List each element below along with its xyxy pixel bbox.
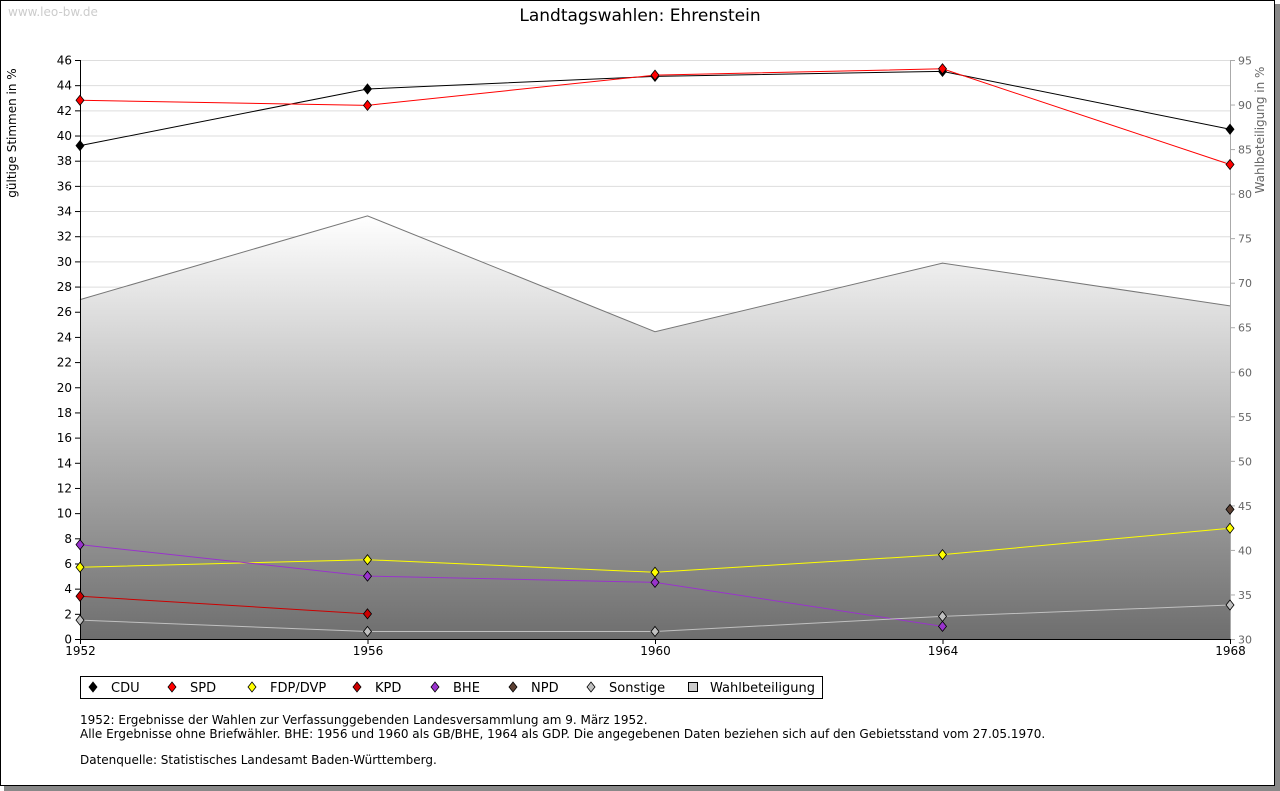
data-point-sonstige	[362, 625, 373, 638]
data-point-cdu	[362, 83, 373, 95]
legend-label: Wahlbeteiligung	[710, 681, 815, 696]
legend-label: Sonstige	[609, 681, 665, 696]
data-point-spd	[937, 63, 948, 75]
legend-marker	[167, 681, 177, 693]
y-tick-label: 0	[64, 633, 72, 647]
y2-tick-label: 90	[1238, 99, 1252, 112]
data-point-sonstige	[937, 610, 948, 622]
y-tick-label: 38	[57, 154, 72, 168]
data-point-sonstige	[1225, 599, 1235, 611]
data-point-kpd	[362, 608, 373, 620]
y2-tick-label: 75	[1238, 233, 1252, 246]
legend-label: BHE	[453, 681, 480, 696]
legend-marker	[352, 681, 362, 693]
x-tick-label: 1968	[1215, 644, 1246, 658]
x-tick-label: 1956	[353, 644, 384, 658]
y-tick-label: 14	[57, 456, 72, 470]
x-tick-label: 1960	[640, 644, 671, 658]
series-line-bhe	[79, 544, 943, 627]
legend-label: SPD	[190, 681, 216, 696]
y-tick-label: 26	[57, 305, 72, 319]
y-tick-label: 34	[57, 205, 72, 219]
turnout-area	[80, 215, 1230, 639]
y2-tick-label: 65	[1238, 322, 1252, 335]
chart-title: Landtagswahlen: Ehrenstein	[519, 6, 760, 26]
y-tick-label: 8	[64, 532, 72, 546]
data-point-bhe	[650, 576, 660, 588]
y-tick-label: 18	[57, 406, 72, 420]
y2-tick-label: 55	[1238, 411, 1252, 424]
y-tick-label: 40	[57, 129, 72, 143]
y2-tick-label: 60	[1238, 366, 1252, 379]
y-tick-label: 44	[57, 79, 72, 93]
watermark: www.leo-bw.de	[8, 5, 98, 19]
data-point-spd	[75, 94, 85, 106]
y-tick-label: 2	[64, 607, 72, 621]
data-point-cdu	[75, 139, 85, 152]
series-line-kpd	[79, 595, 368, 615]
x-tick-label: 1952	[65, 644, 96, 658]
data-point-fdp/dvp	[1225, 522, 1235, 534]
data-point-sonstige	[75, 614, 85, 626]
y2-tick-label: 45	[1238, 500, 1252, 513]
legend-marker	[586, 681, 596, 693]
data-point-spd	[362, 99, 373, 111]
x-tick-label: 1964	[928, 644, 959, 658]
legend-label: NPD	[531, 681, 559, 696]
y2-tick-label: 70	[1238, 277, 1252, 290]
y-tick-label: 32	[57, 230, 72, 244]
y2-tick-label: 30	[1238, 634, 1252, 647]
y-tick-label: 16	[57, 431, 72, 445]
y2-tick-label: 80	[1238, 188, 1252, 201]
legend-marker	[430, 681, 440, 693]
y-axis-label: gültige Stimmen in %	[5, 68, 19, 197]
y-tick-label: 36	[57, 179, 72, 193]
y2-tick-label: 85	[1238, 144, 1252, 157]
data-point-fdp/dvp	[362, 554, 373, 566]
legend-label: CDU	[111, 681, 140, 696]
legend-label: KPD	[375, 681, 401, 696]
turnout-line	[79, 215, 1231, 333]
y2-tick-label: 50	[1238, 455, 1252, 468]
data-point-bhe	[75, 538, 85, 551]
y-tick-label: 10	[57, 507, 72, 521]
y-tick-label: 30	[57, 255, 72, 269]
y-tick-label: 42	[57, 104, 72, 118]
legend	[80, 676, 823, 699]
y2-axis-label: Wahlbeteiligung in %	[1253, 67, 1267, 194]
y2-tick-label: 40	[1238, 544, 1252, 557]
note-1952: 1952: Ergebnisse der Wahlen zur Verfassu…	[80, 713, 648, 727]
y-tick-label: 22	[57, 356, 72, 370]
data-point-spd	[1225, 158, 1235, 171]
legend-label: FDP/DVP	[270, 681, 326, 696]
data-point-bhe	[362, 570, 373, 582]
data-point-cdu	[1225, 123, 1235, 135]
y-tick-label: 28	[57, 280, 72, 294]
y-tick-label: 6	[64, 557, 72, 571]
data-point-sonstige	[650, 625, 660, 638]
note-source: Datenquelle: Statistisches Landesamt Bad…	[80, 753, 437, 767]
y-tick-label: 46	[57, 54, 72, 68]
note-general: Alle Ergebnisse ohne Briefwähler. BHE: 1…	[80, 727, 1046, 741]
y-tick-label: 12	[57, 481, 72, 495]
legend-marker	[688, 682, 698, 692]
y-tick-label: 20	[57, 381, 72, 395]
legend-marker	[88, 681, 98, 693]
data-point-fdp/dvp	[75, 561, 85, 573]
legend-marker	[508, 681, 518, 693]
y2-tick-label: 35	[1238, 589, 1252, 602]
y-tick-label: 24	[57, 330, 72, 344]
data-point-fdp/dvp	[937, 549, 948, 561]
data-point-kpd	[75, 590, 85, 602]
y2-tick-label: 95	[1238, 55, 1252, 68]
legend-marker	[247, 681, 257, 693]
data-point-bhe	[937, 620, 948, 633]
y-tick-label: 4	[64, 582, 72, 596]
data-point-npd	[1225, 503, 1235, 515]
data-point-spd	[650, 69, 660, 81]
